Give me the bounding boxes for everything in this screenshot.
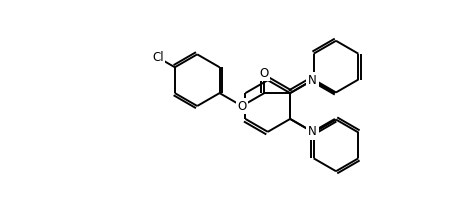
Text: O: O <box>260 67 269 80</box>
Text: O: O <box>237 99 247 112</box>
Text: Cl: Cl <box>152 51 164 64</box>
Text: N: N <box>308 125 317 138</box>
Text: N: N <box>308 74 317 87</box>
